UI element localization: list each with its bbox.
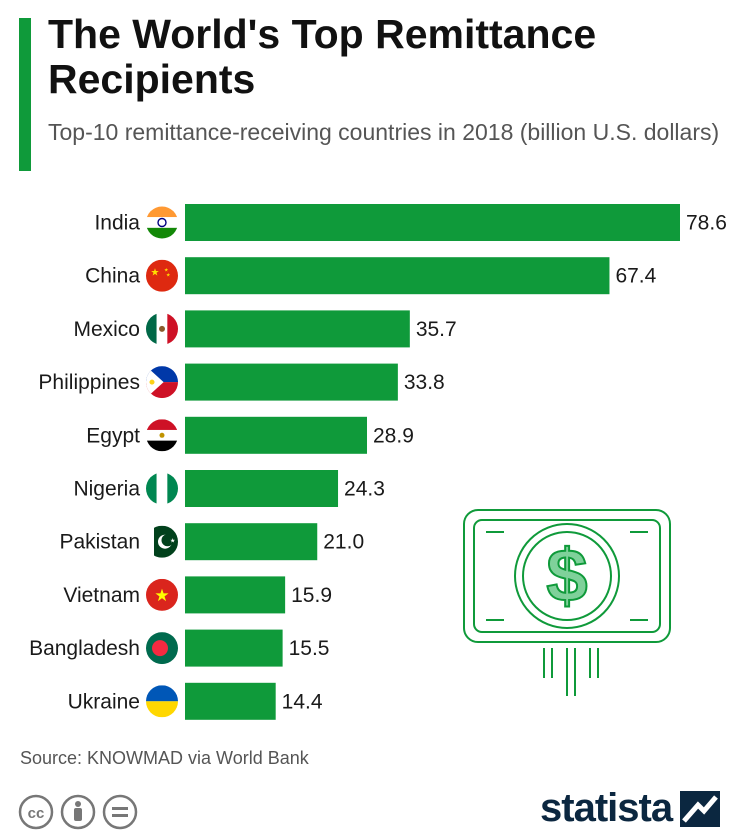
country-label: Philippines [38,371,140,394]
country-label: Egypt [86,424,140,447]
bar [185,416,368,454]
country-label: Nigeria [73,478,140,501]
value-label: 24.3 [344,478,385,501]
pakistan-flag-icon: ★ [146,525,178,558]
value-label: 28.9 [373,424,414,447]
country-label: China [85,265,140,288]
value-label: 14.4 [282,690,323,713]
value-label: 15.9 [291,584,332,607]
value-label: 15.5 [289,637,330,660]
attribution-icon [60,794,96,830]
svg-text:★: ★ [170,538,175,545]
no-derivatives-icon [102,794,138,830]
china-flag-icon: ★ ★★ [146,259,178,292]
value-label: 67.4 [615,265,656,288]
mexico-flag-icon [146,312,178,345]
bar [185,629,283,667]
bangladesh-flag-icon [146,632,178,665]
svg-text:$: $ [546,534,587,617]
vietnam-flag-icon: ★ [146,578,178,611]
title-accent-bar [19,18,31,171]
svg-text:★: ★ [151,268,160,279]
india-flag-icon [146,206,178,239]
value-label: 21.0 [323,531,364,554]
brand-name: statista [540,786,673,830]
svg-text:cc: cc [28,805,45,822]
bar [185,204,680,241]
country-label: Mexico [73,318,140,341]
money-bill-icon: $ [462,508,672,703]
egypt-flag-icon [146,419,178,452]
bar [185,470,339,507]
source-note: Source: KNOWMAD via World Bank [20,748,309,768]
value-label: 35.7 [416,318,457,341]
svg-text:★: ★ [154,586,169,605]
country-label: Ukraine [68,690,140,713]
country-label: Vietnam [63,584,140,607]
chart-title: The World's Top Remittance Recipients [48,11,597,102]
value-label: 78.6 [686,212,727,235]
philippines-flag-icon [146,366,178,399]
svg-text:★: ★ [164,268,169,274]
country-label: India [94,212,140,235]
bar [185,363,398,401]
cc-icon: cc [18,794,54,830]
statista-logo: statista [540,786,721,831]
value-label: 33.8 [404,371,445,394]
country-label: Pakistan [59,531,140,554]
license-icons: cc [18,794,138,830]
statista-mark-icon [680,790,721,827]
chart-subtitle: Top-10 remittance-receiving countries in… [48,119,720,145]
ukraine-flag-icon [146,685,178,718]
nigeria-flag-icon [146,472,178,505]
bar [185,576,286,614]
bar [185,257,610,295]
bar [185,310,410,348]
bar [185,682,276,720]
bar [185,523,318,561]
svg-text:★: ★ [166,273,171,279]
country-label: Bangladesh [29,637,140,660]
